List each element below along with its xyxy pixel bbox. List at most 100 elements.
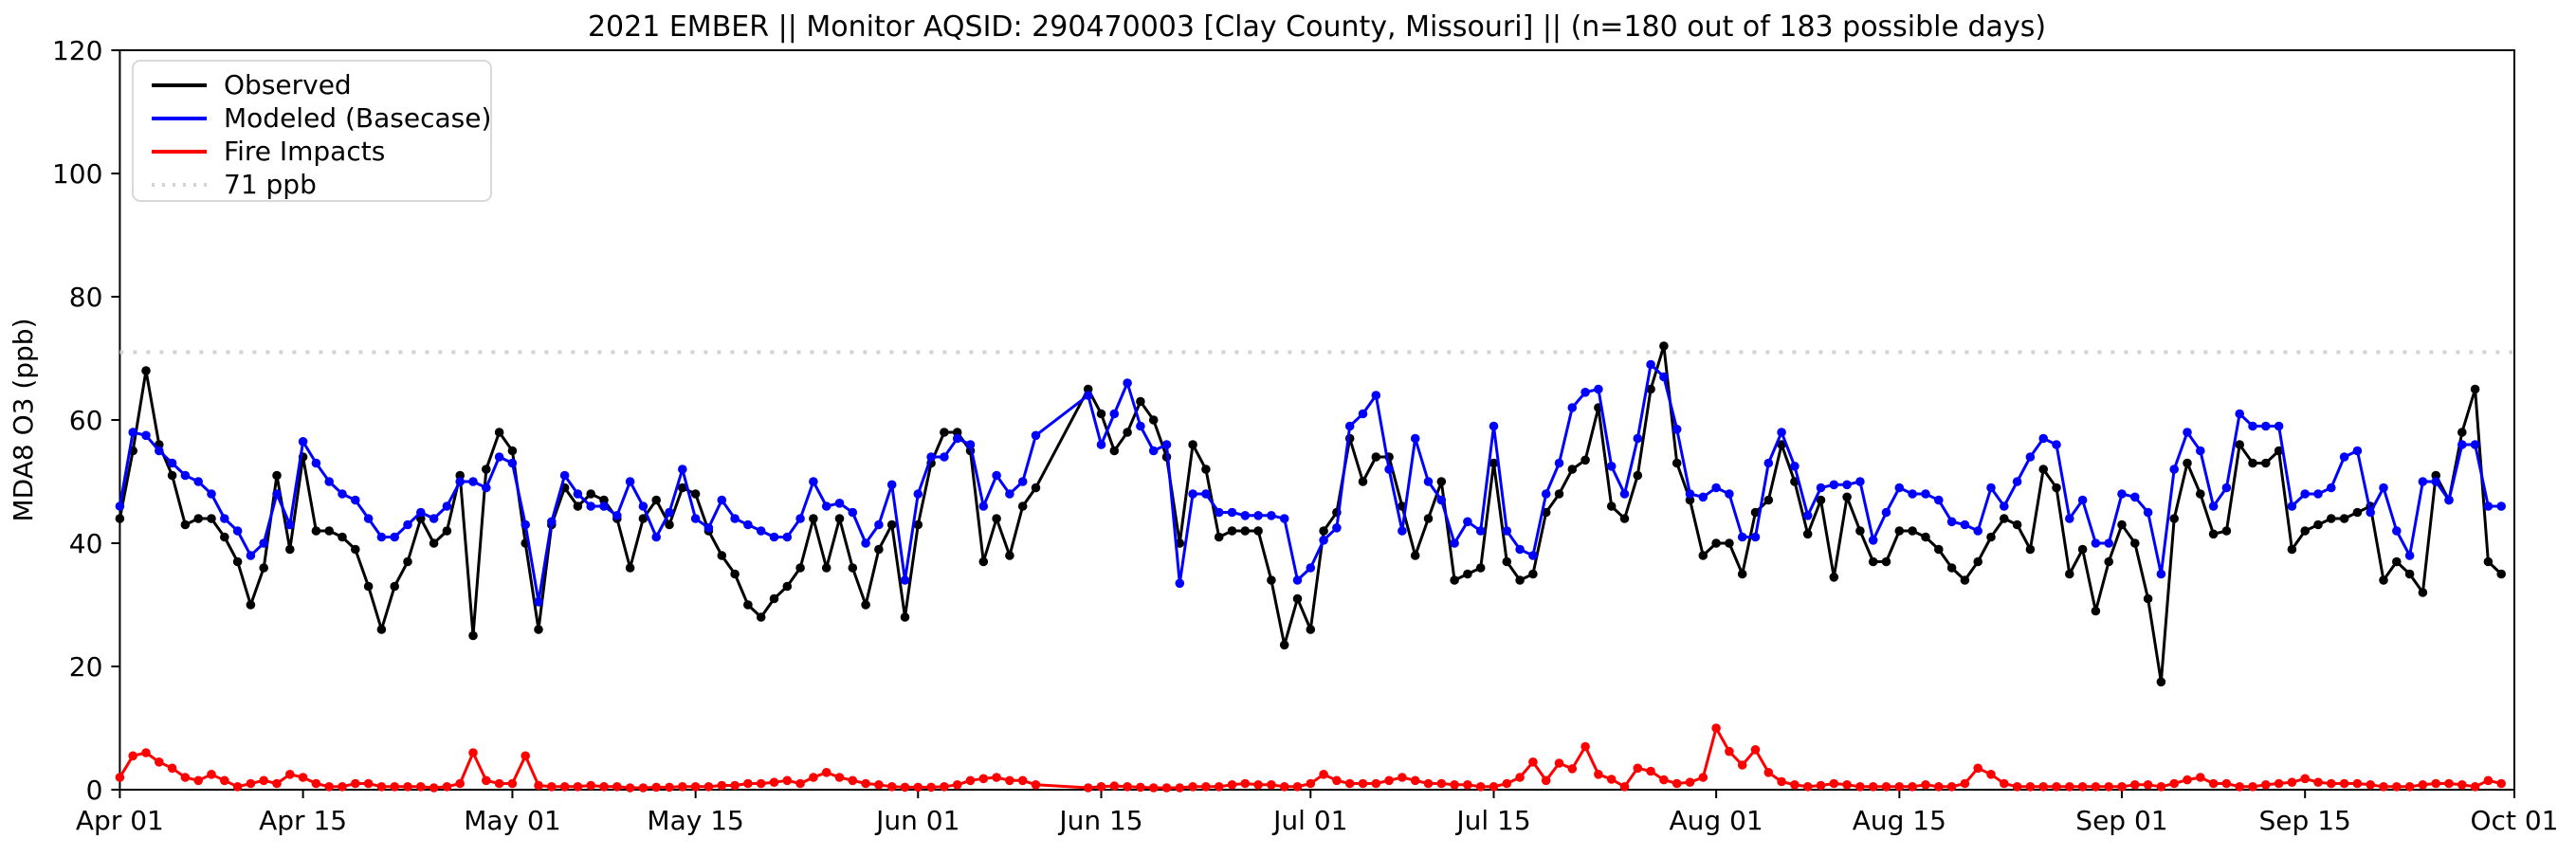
data-point xyxy=(1894,782,1905,792)
data-point xyxy=(559,782,570,792)
data-point xyxy=(756,612,766,622)
data-point xyxy=(193,477,203,486)
data-point xyxy=(1986,770,1996,779)
data-point xyxy=(1633,470,1643,481)
data-point xyxy=(2038,433,2048,444)
data-point xyxy=(429,783,439,793)
data-point xyxy=(1214,507,1224,518)
data-point xyxy=(2235,409,2244,419)
data-point xyxy=(651,532,661,542)
data-point xyxy=(2235,440,2244,449)
data-point xyxy=(2169,465,2179,474)
data-point xyxy=(1763,458,1774,468)
data-point xyxy=(1096,782,1106,792)
data-point xyxy=(363,581,374,592)
data-point xyxy=(1436,477,1447,486)
data-point xyxy=(1750,532,1761,542)
data-point xyxy=(2470,384,2480,394)
data-point xyxy=(2248,782,2257,792)
data-point xyxy=(978,501,989,511)
data-point xyxy=(1946,517,1957,527)
data-point xyxy=(1319,770,1328,779)
data-point xyxy=(1515,544,1525,555)
data-point xyxy=(2117,782,2127,792)
data-point xyxy=(1463,517,1472,527)
data-point xyxy=(246,778,256,789)
data-point xyxy=(1816,483,1826,493)
data-point xyxy=(665,520,674,530)
data-point xyxy=(2327,514,2336,523)
data-point xyxy=(2327,778,2336,789)
series-line-fire-impacts xyxy=(119,726,2502,790)
data-point xyxy=(821,563,831,573)
data-point xyxy=(1344,421,1355,431)
data-point xyxy=(547,517,557,527)
data-point xyxy=(1136,421,1145,431)
data-point xyxy=(1201,489,1211,499)
data-point xyxy=(1672,458,1682,468)
data-point xyxy=(2483,556,2494,567)
data-point xyxy=(1240,526,1251,536)
data-point xyxy=(1083,391,1093,400)
data-point xyxy=(926,782,936,793)
data-point xyxy=(1554,489,1564,499)
data-point xyxy=(2038,465,2048,474)
data-point xyxy=(1921,532,1930,542)
data-point xyxy=(2300,774,2310,784)
data-point xyxy=(2208,778,2219,789)
data-point xyxy=(2352,778,2363,789)
data-point xyxy=(665,782,674,793)
data-point xyxy=(1894,483,1905,493)
data-point xyxy=(2404,551,2415,560)
data-point xyxy=(717,551,727,560)
data-point xyxy=(926,452,936,462)
data-point xyxy=(1777,440,1786,449)
data-point xyxy=(1109,781,1120,791)
data-point xyxy=(1802,511,1813,520)
data-point xyxy=(207,489,216,499)
data-point xyxy=(1594,384,1603,394)
data-point xyxy=(1371,452,1381,462)
data-point xyxy=(1358,477,1368,486)
x-tick-label: Sep 15 xyxy=(2259,805,2351,836)
data-point xyxy=(1567,465,1578,474)
x-tick-label: Jun 01 xyxy=(874,805,959,836)
data-point xyxy=(1737,760,1747,770)
data-point xyxy=(809,773,818,782)
data-point xyxy=(861,778,870,789)
data-point xyxy=(2208,501,2219,511)
data-point xyxy=(1606,462,1617,471)
data-point xyxy=(351,544,360,555)
data-point xyxy=(743,778,753,789)
data-point xyxy=(1855,526,1865,536)
data-point xyxy=(769,532,779,542)
data-point xyxy=(1450,780,1459,790)
data-point xyxy=(2156,782,2166,792)
data-point xyxy=(403,520,412,530)
data-point xyxy=(2117,489,2127,499)
data-point xyxy=(1750,507,1761,518)
data-point xyxy=(1475,526,1486,536)
data-point xyxy=(2418,477,2428,486)
data-point xyxy=(468,477,478,486)
data-point xyxy=(900,782,910,793)
series-points-fire-impacts xyxy=(115,723,2506,793)
data-point xyxy=(874,544,884,555)
data-point xyxy=(1816,780,1826,791)
data-point xyxy=(155,757,164,767)
data-point xyxy=(311,526,321,536)
data-point xyxy=(338,489,347,499)
data-point xyxy=(2404,782,2415,792)
data-point xyxy=(756,778,766,789)
data-point xyxy=(1528,569,1538,579)
data-point xyxy=(1005,489,1014,499)
data-point xyxy=(913,489,923,499)
data-point xyxy=(1017,477,1028,486)
data-point xyxy=(2000,514,2009,523)
data-point xyxy=(1580,388,1590,397)
data-point xyxy=(1279,514,1289,523)
data-point xyxy=(2287,777,2297,787)
data-point xyxy=(2352,507,2363,518)
data-point xyxy=(821,501,831,511)
data-point xyxy=(2470,782,2480,792)
